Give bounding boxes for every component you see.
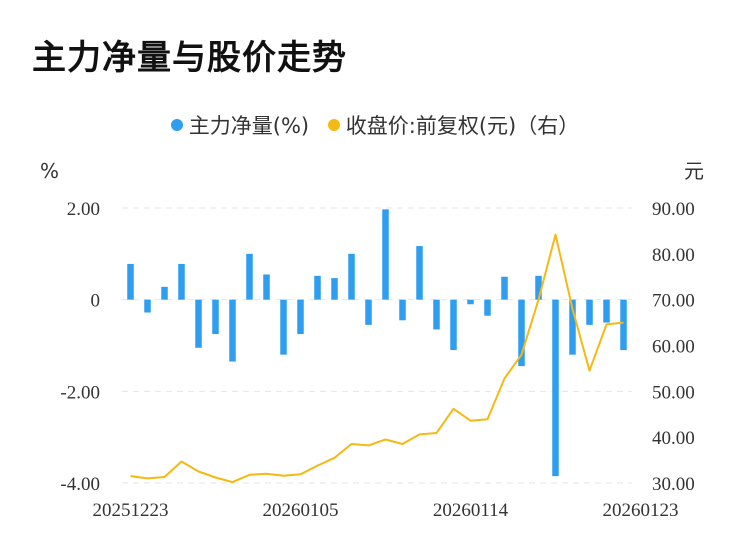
bar bbox=[229, 299, 236, 362]
right-tick-label: 90.00 bbox=[652, 199, 695, 220]
bar-series bbox=[127, 209, 627, 477]
left-tick-label: -4.00 bbox=[60, 474, 100, 495]
bar bbox=[450, 299, 457, 351]
right-tick-label: 70.00 bbox=[652, 291, 695, 312]
left-axis: 2.00 0 -2.00 -4.00 bbox=[60, 199, 100, 495]
left-axis-unit: % bbox=[40, 159, 59, 183]
x-tick-label: 20251223 bbox=[93, 500, 169, 521]
bar bbox=[212, 299, 219, 335]
line-series bbox=[130, 233, 624, 484]
x-tick-label: 20260123 bbox=[603, 500, 679, 521]
right-tick-label: 50.00 bbox=[652, 382, 695, 403]
price-line bbox=[130, 233, 624, 484]
left-tick-label: -2.00 bbox=[60, 382, 100, 403]
legend-item-bar[interactable]: 主力净量(%) bbox=[170, 110, 310, 140]
bar bbox=[552, 299, 559, 477]
bar bbox=[467, 299, 474, 305]
bar bbox=[280, 299, 287, 355]
bar bbox=[297, 299, 304, 335]
bar bbox=[161, 286, 168, 300]
bar bbox=[314, 275, 321, 300]
right-tick-label: 80.00 bbox=[652, 245, 695, 266]
bar bbox=[501, 276, 508, 300]
bar bbox=[603, 299, 610, 323]
bar bbox=[535, 275, 542, 300]
right-axis: 90.00 80.00 70.00 60.00 50.00 40.00 30.00 bbox=[652, 199, 695, 495]
legend-dot-line-icon bbox=[327, 119, 340, 131]
legend: 主力净量(%) 收盘价:前复权(元)（右） bbox=[0, 110, 750, 140]
left-tick-label: 2.00 bbox=[67, 199, 100, 220]
legend-dot-bar-icon bbox=[170, 119, 183, 131]
bar bbox=[144, 299, 151, 313]
bar bbox=[127, 263, 134, 300]
right-tick-label: 60.00 bbox=[652, 337, 695, 358]
grid-lines bbox=[122, 207, 632, 484]
bar bbox=[484, 299, 491, 316]
bar bbox=[416, 246, 423, 300]
bar bbox=[348, 253, 355, 300]
legend-label-bar: 主力净量(%) bbox=[188, 114, 310, 138]
legend-item-line[interactable]: 收盘价:前复权(元)（右） bbox=[327, 110, 580, 140]
bar bbox=[433, 299, 440, 330]
bar bbox=[178, 263, 185, 300]
bar bbox=[246, 253, 253, 300]
x-tick-label: 20260114 bbox=[433, 500, 509, 521]
bar bbox=[331, 278, 338, 300]
right-tick-label: 30.00 bbox=[652, 474, 695, 495]
bar bbox=[518, 299, 525, 367]
bar bbox=[399, 299, 406, 321]
right-axis-unit: 元 bbox=[684, 159, 704, 183]
x-axis: 2025122320260105202601142026012320260203 bbox=[93, 500, 679, 521]
bar bbox=[586, 299, 593, 325]
bar bbox=[195, 299, 202, 348]
bar bbox=[569, 299, 576, 355]
bar bbox=[620, 299, 627, 351]
bar bbox=[365, 299, 372, 325]
bar bbox=[382, 209, 389, 300]
chart-title: 主力净量与股价走势 bbox=[32, 38, 347, 78]
legend-label-line: 收盘价:前复权(元)（右） bbox=[345, 114, 580, 138]
x-tick-label: 20260105 bbox=[263, 500, 339, 521]
left-tick-label: 0 bbox=[91, 291, 101, 312]
right-tick-label: 40.00 bbox=[652, 428, 695, 449]
bar bbox=[263, 274, 270, 300]
